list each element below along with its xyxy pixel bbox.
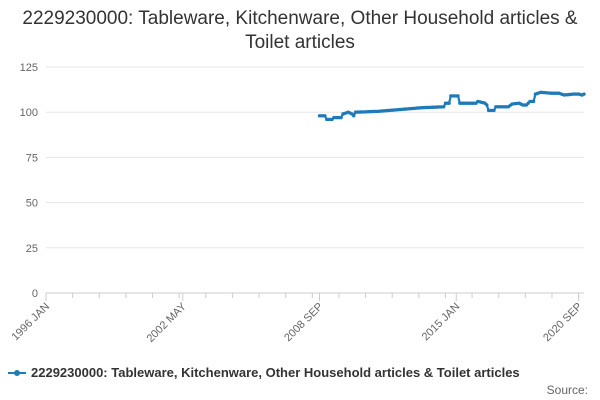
series-point[interactable]	[323, 114, 327, 118]
y-tick-label: 0	[32, 288, 38, 300]
series-layer	[317, 90, 586, 122]
series-point[interactable]	[492, 108, 496, 113]
x-tick-label: 2020 SEP	[541, 301, 585, 345]
y-tick-labels: 0 25 50 75 100 125	[20, 62, 38, 300]
x-tick-labels: 1996 JAN 2002 MAY 2008 SEP 2015 JAN 2020 SEP	[9, 300, 584, 345]
chart-title: 2229230000: Tableware, Kitchenware, Othe…	[22, 8, 578, 53]
series-point[interactable]	[352, 114, 356, 118]
series-point[interactable]	[442, 105, 446, 109]
x-tick-label: 2008 SEP	[282, 301, 326, 345]
series-point[interactable]	[531, 99, 536, 104]
y-tick-label: 25	[26, 243, 38, 255]
legend-swatch	[8, 368, 26, 378]
legend[interactable]: 2229230000: Tableware, Kitchenware, Othe…	[8, 365, 520, 380]
series-point[interactable]	[485, 103, 489, 107]
x-tick-label: 2015 JAN	[420, 301, 463, 344]
y-tick-label: 125	[20, 62, 38, 74]
grid-lines	[46, 66, 584, 294]
x-tick-label: 2002 MAY	[145, 300, 190, 345]
y-tick-label: 50	[26, 198, 38, 210]
series-point[interactable]	[582, 92, 586, 96]
y-tick-label: 75	[26, 152, 38, 164]
source-label: Source:	[546, 383, 588, 397]
series-point[interactable]	[447, 101, 451, 105]
legend-label: 2229230000: Tableware, Kitchenware, Othe…	[31, 365, 520, 380]
y-tick-label: 100	[20, 107, 38, 119]
series-point[interactable]	[456, 94, 460, 98]
axes	[45, 292, 584, 301]
x-tick-label: 1996 JAN	[9, 301, 52, 344]
series-point[interactable]	[339, 115, 343, 120]
